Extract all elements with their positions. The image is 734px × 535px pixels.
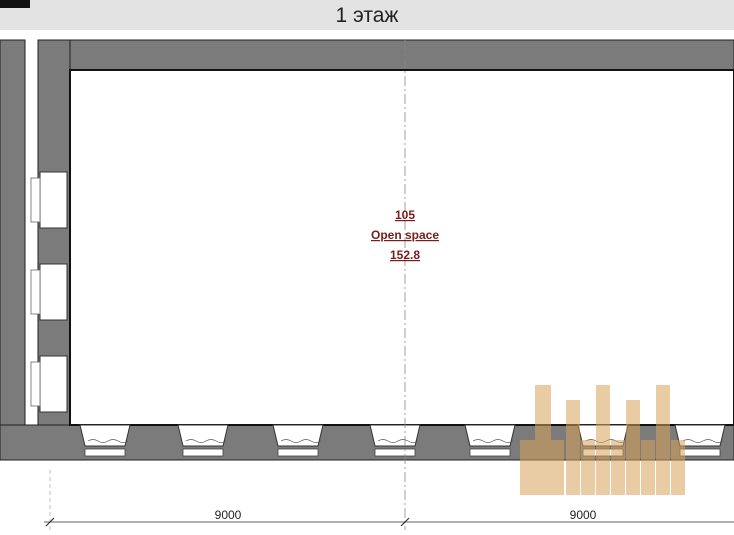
window-sill	[182, 448, 224, 457]
logo-bar	[566, 400, 580, 495]
logo-bar	[611, 440, 625, 495]
floor-title: 1 этаж	[336, 4, 399, 27]
dimension-label: 9000	[215, 508, 242, 522]
window-glass	[377, 439, 419, 443]
dimension-tick	[45, 517, 55, 527]
window-glass	[682, 439, 724, 443]
window-sill	[277, 448, 319, 457]
wall	[37, 39, 734, 71]
watermark-logo	[520, 385, 685, 495]
dimension-label: 9000	[570, 508, 597, 522]
room-number: 105	[395, 208, 415, 222]
logo-bar	[641, 440, 655, 495]
window	[177, 424, 229, 447]
logo-bar	[671, 440, 685, 495]
window-sill	[84, 448, 126, 457]
dimension-tick	[400, 517, 410, 527]
window-sill	[469, 448, 511, 457]
logo-bar	[596, 385, 610, 495]
window-glass	[185, 439, 227, 443]
header-bar	[0, 0, 734, 30]
window-sill	[374, 448, 416, 457]
wall	[0, 39, 26, 429]
logo-bar	[581, 440, 595, 495]
window-sill	[30, 177, 41, 223]
header-marker	[0, 0, 30, 8]
room-area: 152.8	[390, 248, 420, 262]
window	[464, 424, 516, 447]
window	[39, 263, 68, 321]
logo-bar	[656, 385, 670, 495]
room-floor	[69, 69, 734, 426]
logo-bar	[626, 400, 640, 495]
room-name: Open space	[371, 228, 439, 242]
window-glass	[87, 439, 129, 443]
window-sill	[679, 448, 721, 457]
window	[39, 171, 68, 229]
logo-bar	[535, 385, 551, 495]
logo-bar	[550, 440, 564, 495]
window-glass	[472, 439, 514, 443]
window-glass	[280, 439, 322, 443]
window-sill	[30, 361, 41, 407]
window	[39, 355, 68, 413]
window	[272, 424, 324, 447]
logo-bar	[520, 440, 536, 495]
walls	[0, 39, 734, 461]
window	[369, 424, 421, 447]
window	[79, 424, 131, 447]
window-sill	[30, 269, 41, 315]
